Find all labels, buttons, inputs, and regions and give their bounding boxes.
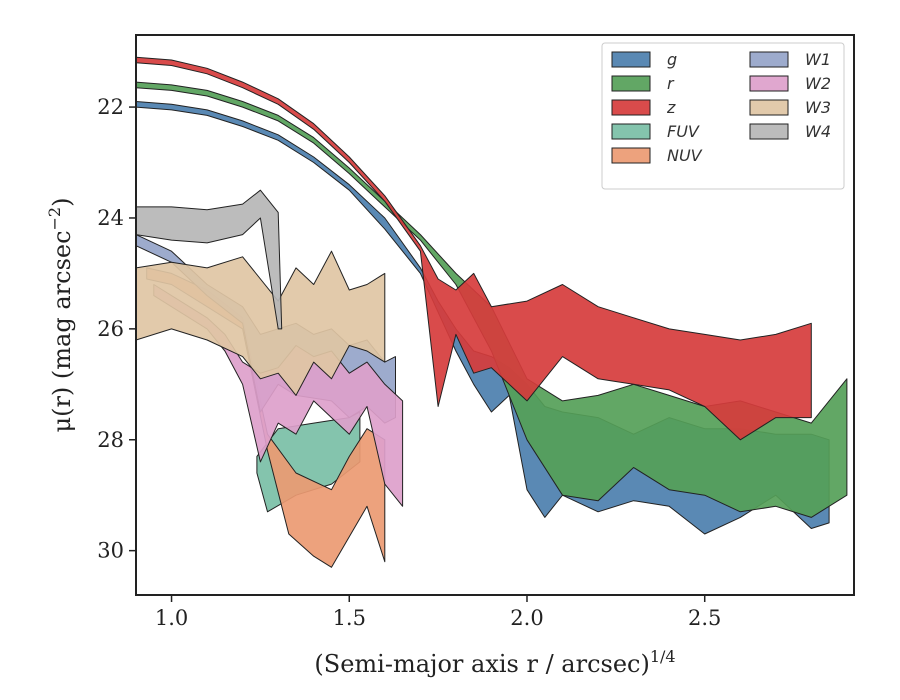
series-bands [136,56,848,568]
plot-frame [135,34,855,596]
legend-swatch-w3 [749,99,789,116]
legend: grz FUV NUV W1 W2 W3 W4 [601,42,845,190]
legend-swatch-w2 [749,75,789,92]
y-tick-label: 28 [97,428,124,452]
y-axis-ticks: 22 24 26 28 30 [97,95,136,563]
legend-label-w3: W3 [805,98,831,117]
x-tick-label: 2.0 [510,606,543,630]
legend-label-w2: W2 [805,74,831,93]
legend-label-w4: W4 [805,122,831,141]
x-axis-ticks: 1.0 1.5 2.0 2.5 [155,595,721,630]
y-tick-label: 26 [97,317,124,341]
band-z [136,56,812,441]
legend-swatch-r [611,75,651,92]
legend-swatch-g [611,51,651,68]
band-w4 [136,189,283,330]
legend-swatch-fuv [611,123,651,140]
x-axis-label: (Semi-major axis r / arcsec)1/4 [314,647,675,678]
legend-swatch-nuv [611,147,651,164]
x-tick-label: 1.5 [333,606,366,630]
y-tick-label: 22 [97,95,124,119]
legend-label-z: z [666,98,676,117]
legend-label-r: r [667,74,675,93]
x-tick-label: 1.0 [155,606,188,630]
legend-swatch-z [611,99,651,116]
y-tick-label: 30 [97,539,124,563]
y-tick-label: 24 [97,206,124,230]
y-axis-label: μ(r) (mag arcsec−2) [45,198,76,433]
legend-label-fuv: FUV [667,122,700,141]
x-tick-label: 2.5 [688,606,721,630]
legend-label-nuv: NUV [667,146,703,165]
legend-swatch-w1 [749,51,789,68]
legend-label-g: g [667,50,677,69]
legend-swatch-w4 [749,123,789,140]
legend-label-w1: W1 [805,50,831,69]
